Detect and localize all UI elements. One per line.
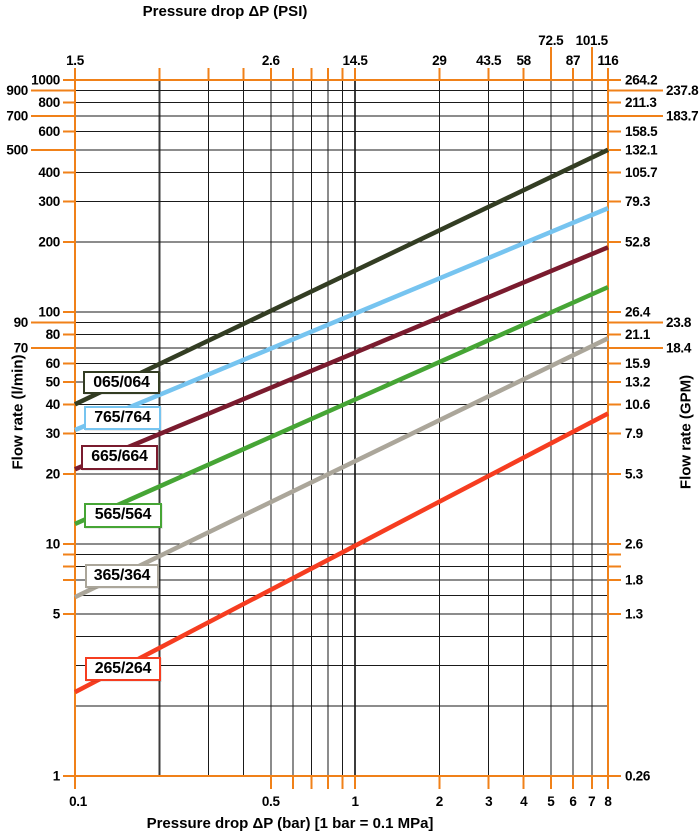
series-line-565-564 <box>74 285 609 527</box>
top-tick-label: 43.5 <box>476 53 502 68</box>
series-label-765-764: 765/764 <box>84 406 161 430</box>
right-tick-label-outer: 23.8 <box>666 315 692 330</box>
right-tick-label: 5.3 <box>625 467 644 482</box>
left-tick-label-outer: 500 <box>6 142 28 157</box>
bottom-tick-label: 2 <box>436 794 443 809</box>
series-line-265-264 <box>73 411 610 695</box>
left-tick-label: 600 <box>38 124 60 139</box>
series-line-065-064 <box>74 147 609 407</box>
left-tick-label: 10 <box>46 537 60 552</box>
left-tick-label: 60 <box>46 356 60 371</box>
bottom-tick-label: 0.5 <box>262 794 281 809</box>
right-tick-label-outer: 18.4 <box>666 340 692 355</box>
right-tick-label: 1.8 <box>625 572 644 587</box>
right-tick-label-outer: 183.7 <box>666 108 698 123</box>
right-tick-label-outer: 237.8 <box>666 83 699 98</box>
top-tick-label: 29 <box>432 53 446 68</box>
right-tick-label: 211.3 <box>625 95 657 110</box>
left-tick-label-outer: 700 <box>6 108 28 123</box>
bottom-tick-label: 6 <box>569 794 577 809</box>
bottom-tick-label: 7 <box>588 794 595 809</box>
top-tick-label: 87 <box>566 53 580 68</box>
left-tick-label: 40 <box>46 397 60 412</box>
left-tick-label: 300 <box>38 194 60 209</box>
right-tick-label: 10.6 <box>625 397 651 412</box>
bottom-tick-label: 3 <box>485 794 493 809</box>
top-tick-label: 72.5 <box>538 33 564 48</box>
bottom-tick-label: 4 <box>520 794 528 809</box>
series-label-365-364: 365/364 <box>85 564 159 588</box>
series-label-065-064: 065/064 <box>83 371 160 394</box>
series-line-665-664 <box>74 245 609 472</box>
right-tick-label: 1.3 <box>625 606 644 621</box>
right-tick-label: 2.6 <box>625 537 644 552</box>
left-tick-label: 200 <box>38 235 60 250</box>
right-tick-label: 15.9 <box>625 356 650 371</box>
left-tick-label: 20 <box>46 467 60 482</box>
left-tick-label-outer: 900 <box>6 83 28 98</box>
top-axis-title: Pressure drop ΔP (PSI) <box>142 3 308 20</box>
bottom-axis-title: Pressure drop ΔP (bar) [1 bar = 0.1 MPa] <box>146 815 434 832</box>
top-tick-label: 116 <box>598 53 620 68</box>
series-label-565-564: 565/564 <box>84 503 162 528</box>
right-tick-label: 132.1 <box>625 142 658 157</box>
left-tick-label: 800 <box>38 95 60 110</box>
left-tick-label: 100 <box>38 305 60 320</box>
series-label-265-264: 265/264 <box>85 657 161 681</box>
right-tick-label: 7.9 <box>625 426 643 441</box>
top-tick-label: 101.5 <box>576 33 609 48</box>
top-tick-label: 14.5 <box>343 53 369 68</box>
top-tick-label: 1.5 <box>66 53 85 68</box>
top-tick-label: 2.6 <box>262 53 281 68</box>
left-tick-label: 50 <box>46 374 60 389</box>
right-tick-label: 105.7 <box>625 165 657 180</box>
left-tick-label-outer: 90 <box>14 315 28 330</box>
right-tick-label: 158.5 <box>625 124 658 139</box>
bottom-tick-label: 8 <box>604 794 612 809</box>
right-tick-label: 26.4 <box>625 305 651 320</box>
bottom-tick-label: 1 <box>351 794 359 809</box>
left-tick-label: 80 <box>46 327 60 342</box>
right-axis-title: Flow rate (GPM) <box>677 374 695 490</box>
right-tick-label: 264.2 <box>625 73 657 88</box>
series-line-365-364 <box>74 336 609 600</box>
left-tick-label: 1000 <box>31 73 60 88</box>
left-axis-title: Flow rate (l/min) <box>9 354 27 470</box>
left-tick-label: 400 <box>38 165 60 180</box>
right-tick-label: 21.1 <box>625 327 651 342</box>
bottom-tick-label: 5 <box>547 794 555 809</box>
left-tick-label-outer: 70 <box>14 340 28 355</box>
series-label-665-664: 665/664 <box>81 445 158 470</box>
bottom-tick-label: 0.1 <box>69 794 88 809</box>
left-tick-label: 5 <box>53 606 61 621</box>
series-line-765-764 <box>74 206 609 433</box>
top-tick-label: 58 <box>516 53 531 68</box>
left-tick-label: 30 <box>46 426 60 441</box>
right-tick-label: 13.2 <box>625 374 650 389</box>
right-tick-label: 79.3 <box>625 194 651 209</box>
right-tick-label: 0.26 <box>625 769 651 784</box>
right-tick-label: 52.8 <box>625 235 651 250</box>
left-tick-label: 1 <box>53 769 61 784</box>
